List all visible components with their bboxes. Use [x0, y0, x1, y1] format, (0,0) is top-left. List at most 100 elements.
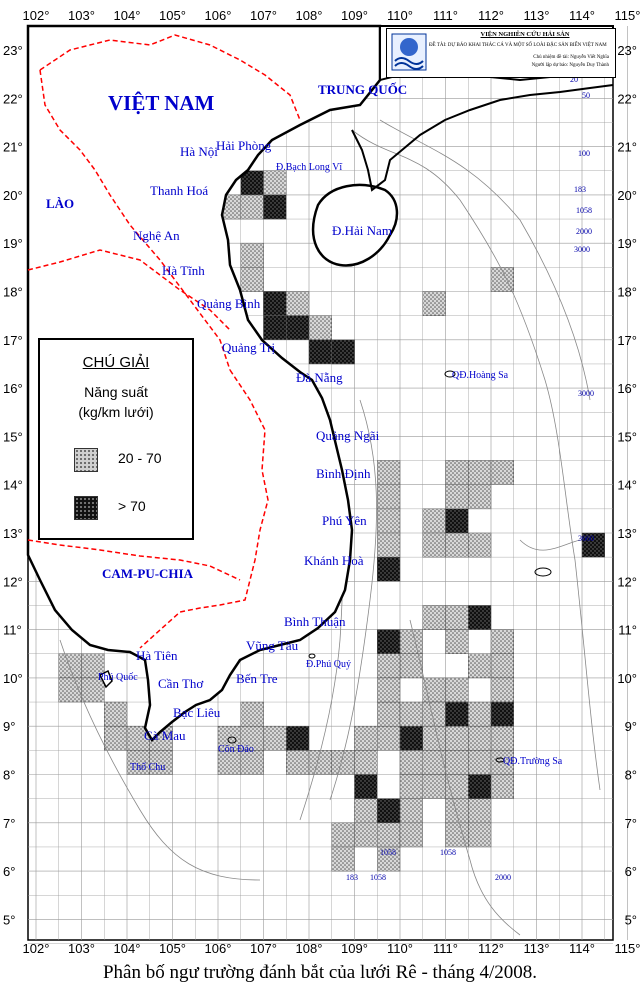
mainland-landmass	[26, 24, 382, 743]
longitude-label: 114°	[569, 8, 595, 23]
latitude-labels-right: 23° 22° 21° 20° 19° 18° 17° 16° 15° 14° 13° 12° 11° 1…	[617, 43, 637, 927]
islands	[227, 370, 552, 763]
longitude-labels-top: 102° 103° 104° 105° 106° 107° 108° 109° 110° 111°…	[23, 8, 640, 23]
catch-rate-cells	[58, 170, 605, 872]
catch-cell-low	[399, 701, 423, 727]
catch-cell-low	[468, 653, 492, 679]
map-title-box: VIỆN NGHIÊN CỨU HẢI SẢN ĐỀ TÀI: DỰ BÁO K…	[386, 28, 616, 78]
catch-cell-low	[445, 677, 469, 703]
label-khanhhoa: Khánh Hoà	[304, 553, 364, 568]
catch-cell-low	[331, 822, 355, 848]
catch-cell-low	[81, 677, 105, 703]
latitude-label: 11°	[618, 623, 637, 638]
latitude-label: 14°	[617, 478, 637, 493]
depth-labels: 20 50 100 183 1058 2000 3000 3000 3660 1…	[346, 75, 594, 882]
catch-cell-low	[377, 532, 401, 558]
catch-cell-low	[490, 653, 514, 679]
label-danang: Đà Nẵng	[296, 370, 343, 385]
catch-cell-low	[377, 677, 401, 703]
longitude-labels-bottom: 102° 103° 104° 105° 106° 107° 108° 109° 110° 111°…	[23, 941, 640, 956]
catch-cell-low	[468, 460, 492, 485]
catch-cell-low	[308, 315, 332, 341]
latitude-label: 9°	[3, 719, 15, 734]
label-baclieu: Bạc Liêu	[173, 705, 221, 720]
depth-label: 183	[346, 873, 358, 882]
catch-cell-high	[263, 315, 287, 341]
catch-cell-high	[263, 291, 287, 316]
depth-label: 183	[574, 185, 586, 194]
catch-cell-low	[240, 701, 264, 727]
catch-cell-high	[286, 725, 310, 751]
legend-swatch-low	[74, 448, 98, 472]
latitude-label: 23°	[617, 43, 637, 58]
catch-cell-low	[58, 653, 82, 679]
catch-cell-low	[308, 750, 332, 775]
catch-cell-low	[354, 725, 378, 751]
catch-cell-low	[490, 460, 514, 485]
institute-logo-icon	[391, 33, 427, 71]
catch-cell-low	[445, 774, 469, 799]
catch-cell-high	[468, 605, 492, 630]
label-quangbinh: Quảng Bình	[197, 296, 261, 311]
catch-cell-low	[377, 508, 401, 534]
catch-cell-low	[399, 822, 423, 848]
latitude-label: 20°	[617, 188, 637, 203]
catch-cell-high	[399, 725, 423, 751]
legend-swatch-high	[74, 496, 98, 520]
latitude-label: 19°	[617, 236, 637, 251]
catch-cell-low	[445, 750, 469, 775]
longitude-label: 113°	[524, 941, 550, 956]
catch-cell-low	[240, 242, 264, 268]
latitude-labels-left: 23° 22° 21° 20° 19° 18° 17° 16° 15° 14° 13° 12° 11° 1…	[3, 43, 23, 927]
catch-cell-high	[308, 339, 332, 365]
catch-cell-high	[445, 701, 469, 727]
longitude-label: 111°	[433, 941, 458, 956]
longitude-label: 109°	[341, 8, 368, 23]
catch-cell-low	[354, 798, 378, 824]
longitude-label: 111°	[433, 8, 458, 23]
longitude-label: 102°	[23, 8, 50, 23]
catch-cell-low	[422, 508, 446, 534]
latitude-label: 8°	[3, 768, 15, 783]
catch-cell-low	[377, 725, 401, 751]
legend-label-low: 20 - 70	[118, 450, 162, 466]
latitude-label: 16°	[617, 381, 637, 396]
catch-cell-low	[445, 605, 469, 630]
label-bentre: Bến Tre	[236, 671, 278, 686]
catch-cell-low	[445, 460, 469, 485]
latitude-label: 18°	[3, 285, 23, 300]
longitude-label: 103°	[68, 941, 95, 956]
international-borders	[27, 34, 301, 649]
depth-label: 3000	[574, 245, 590, 254]
latitude-label: 5°	[3, 912, 15, 927]
catch-cell-high	[286, 315, 310, 341]
hainan-island	[311, 183, 399, 267]
latitude-label: 21°	[3, 140, 23, 155]
catch-cell-low	[490, 725, 514, 751]
depth-label: 1058	[440, 848, 456, 857]
latitude-label: 23°	[3, 43, 23, 58]
longitude-label: 105°	[159, 8, 186, 23]
catch-cell-low	[354, 822, 378, 848]
catch-cell-low	[445, 798, 469, 824]
label-china: TRUNG QUỐC	[318, 82, 407, 97]
longitude-label: 104°	[114, 941, 141, 956]
catch-cell-high	[581, 532, 605, 558]
catch-cell-low	[490, 774, 514, 799]
longitude-label: 107°	[250, 8, 277, 23]
legend-unit: (kg/km lưới)	[78, 404, 154, 420]
latitude-label: 8°	[625, 768, 637, 783]
label-bachlongvi: Đ.Bạch Long Vĩ	[276, 162, 342, 173]
latitude-label: 12°	[3, 574, 23, 589]
catch-cell-high	[263, 194, 287, 220]
longitude-label: 115°	[615, 8, 640, 23]
latitude-label: 6°	[625, 864, 637, 879]
catch-cell-high	[445, 508, 469, 534]
label-phuquy: Đ.Phú Quý	[306, 659, 351, 670]
catch-cell-low	[468, 822, 492, 848]
label-binhdinh: Bình Định	[316, 466, 371, 481]
catch-cell-low	[399, 798, 423, 824]
longitude-label: 109°	[341, 941, 368, 956]
label-thanhhoa: Thanh Hoá	[150, 183, 208, 198]
label-quangtri: Quảng Trị	[222, 340, 275, 355]
